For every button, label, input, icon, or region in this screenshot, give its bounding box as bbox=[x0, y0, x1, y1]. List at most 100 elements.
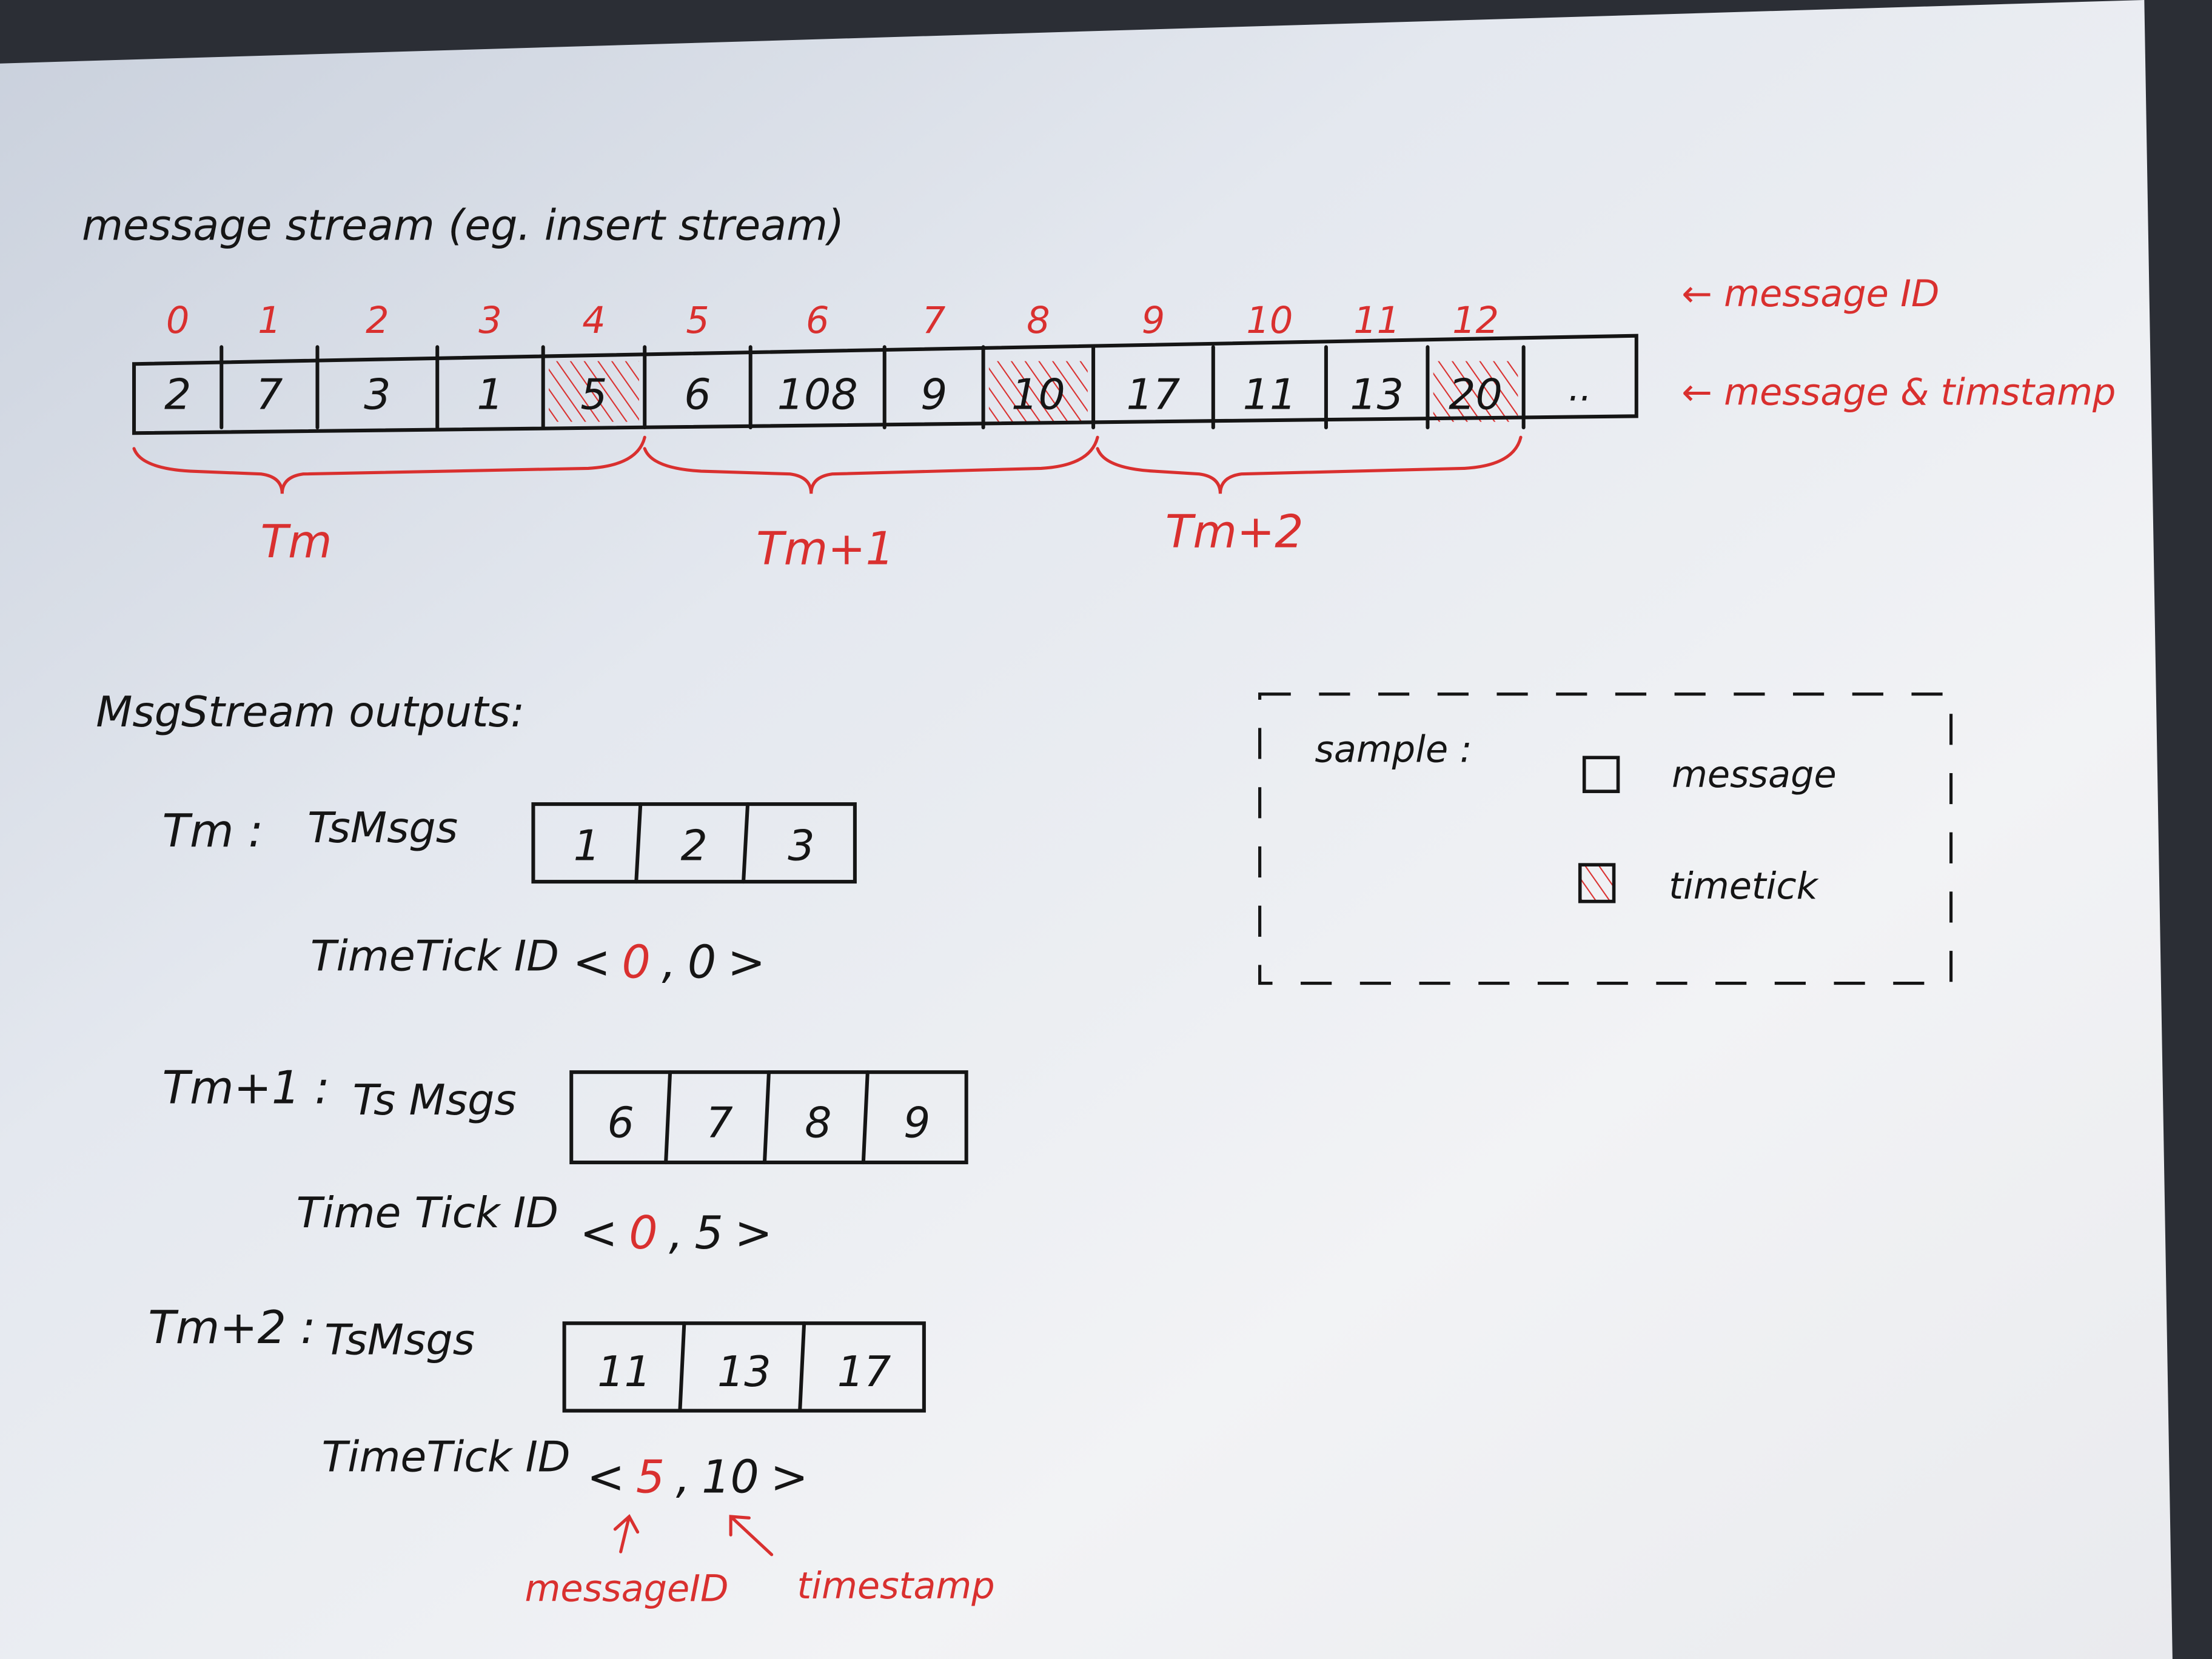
output-period-label: Tm : bbox=[163, 805, 264, 857]
pointer-msgid-label: messageID bbox=[525, 1568, 728, 1610]
timetick-sep: , bbox=[676, 1450, 691, 1503]
message-id: 9 bbox=[1142, 300, 1165, 342]
legend-dashed-border bbox=[1258, 692, 1953, 985]
timetick-id-label: TimeTick ID bbox=[310, 932, 559, 981]
output-period: Tm : TsMsgs 1 2 3 TimeTick ID <0, 0 > bbox=[163, 802, 857, 988]
timetick-msgid: 0 bbox=[629, 1207, 657, 1259]
message-timestamp: 108 bbox=[777, 370, 858, 420]
timetick-open: < bbox=[573, 936, 611, 988]
tsmsg-value: 7 bbox=[706, 1098, 732, 1147]
timetick-hatched-square-icon bbox=[1578, 863, 1616, 903]
message-cell: 97 bbox=[920, 300, 947, 420]
cell-divider bbox=[798, 1321, 806, 1413]
message-id: 8 bbox=[1027, 300, 1050, 342]
timetick-close: > bbox=[734, 1207, 772, 1259]
output-period: Tm+1 : Ts Msgs 6 7 8 9 Time Tick ID <0, 5 > bbox=[163, 1061, 968, 1259]
tsmsgs-label: TsMsgs bbox=[307, 803, 458, 853]
timestamp-pointer-arrow bbox=[729, 1515, 774, 1557]
message-timestamp: 7 bbox=[256, 370, 283, 420]
tsmsgs-box bbox=[562, 1321, 926, 1413]
timetick-hatch bbox=[1433, 361, 1518, 422]
msgid-pointer-arrow bbox=[613, 1513, 640, 1553]
timetick-id-label: TimeTick ID bbox=[321, 1433, 570, 1482]
period-label: Tm bbox=[261, 515, 332, 568]
message-cell: 13 11 bbox=[1350, 300, 1404, 420]
message-id: 1 bbox=[258, 300, 281, 342]
timetick-hatch bbox=[549, 361, 639, 422]
timetick-cell: 54 bbox=[549, 300, 639, 422]
message-cell: 71 bbox=[256, 300, 283, 420]
message-timestamp: 2 bbox=[164, 370, 191, 420]
stream-outline bbox=[132, 333, 1638, 435]
message-id: 4 bbox=[582, 300, 605, 342]
message-cell: 65 bbox=[684, 300, 711, 420]
message-id: 7 bbox=[922, 300, 945, 342]
timetick-cell: 10 8 bbox=[988, 300, 1088, 422]
tsmsg-value: 2 bbox=[680, 821, 707, 870]
timetick-open: < bbox=[587, 1450, 625, 1503]
message-cell: 108 6 bbox=[777, 300, 858, 420]
tsmsg-value: 8 bbox=[805, 1098, 831, 1147]
cell-divider bbox=[664, 1070, 672, 1165]
tsmsg-value: 3 bbox=[788, 821, 814, 870]
message-timestamp: 1 bbox=[477, 370, 503, 420]
timetick-id-label: Time Tick ID bbox=[297, 1188, 558, 1238]
outputs-heading: MsgStream outputs: bbox=[96, 688, 525, 737]
timetick-sep: , bbox=[662, 936, 677, 988]
message-id: 6 bbox=[806, 300, 829, 342]
timetick-msgid: 0 bbox=[622, 936, 651, 988]
output-period-label: Tm+2 : bbox=[148, 1301, 315, 1354]
tsmsg-value: 11 bbox=[597, 1347, 651, 1396]
tsmsg-value: 17 bbox=[837, 1347, 891, 1396]
message-id-annotation: ← message ID bbox=[1681, 273, 1939, 315]
message-stream: 207132135465108697108179111013112012..Tm… bbox=[132, 300, 1638, 575]
tsmsgs-box bbox=[531, 802, 857, 884]
diagram-title: message stream (eg. insert stream) bbox=[82, 201, 844, 250]
timetick-ts: 10 bbox=[702, 1450, 759, 1503]
timetick-ts: 0 bbox=[688, 936, 716, 988]
message-cell: 32 bbox=[364, 300, 390, 420]
message-id: 3 bbox=[478, 300, 501, 342]
timetick-hatch bbox=[988, 361, 1088, 422]
message-cell: 13 bbox=[477, 300, 503, 420]
cell-divider bbox=[861, 1070, 870, 1165]
message-cell: 17 9 bbox=[1127, 300, 1181, 420]
timetick-id-value: <0, 5 > bbox=[580, 1207, 773, 1259]
timetick-close: > bbox=[770, 1450, 808, 1503]
period-brace bbox=[643, 435, 1099, 494]
tsmsg-value: 13 bbox=[717, 1347, 771, 1396]
message-cell: 11 10 bbox=[1242, 300, 1296, 420]
tsmsgs-label: Ts Msgs bbox=[353, 1076, 517, 1125]
timetick-id-value: <0, 0 > bbox=[573, 936, 766, 988]
legend-timetick-label: timetick bbox=[1669, 865, 1818, 908]
cell-divider bbox=[742, 802, 750, 884]
message-timestamp: 17 bbox=[1127, 370, 1181, 420]
message-id: 0 bbox=[166, 300, 189, 342]
message-timestamp: 3 bbox=[364, 370, 390, 420]
message-id: 2 bbox=[366, 300, 389, 342]
message-id: 12 bbox=[1452, 300, 1499, 342]
period-brace bbox=[132, 435, 646, 494]
timetick-ts: 5 bbox=[694, 1207, 723, 1259]
period-label: Tm+2 bbox=[1165, 506, 1304, 558]
timetick-open: < bbox=[580, 1207, 617, 1259]
message-timestamp: 10 bbox=[1011, 370, 1065, 420]
timetick-id-value: <5, 10 > bbox=[587, 1450, 808, 1503]
timetick-sep: , bbox=[669, 1207, 683, 1259]
message-id: 10 bbox=[1246, 300, 1293, 342]
legend: sample : message timetick bbox=[1258, 692, 1953, 985]
cell-divider bbox=[634, 802, 643, 884]
message-timestamp: 5 bbox=[580, 370, 607, 420]
message-id: 5 bbox=[686, 300, 709, 342]
message-timestamp: 9 bbox=[920, 370, 947, 420]
message-id: 11 bbox=[1353, 300, 1400, 342]
message-timestamp: 20 bbox=[1449, 370, 1503, 420]
message-square-icon bbox=[1582, 756, 1620, 793]
tsmsg-value: 1 bbox=[574, 821, 600, 870]
legend-message-label: message bbox=[1672, 754, 1837, 796]
message-timestamp-annotation: ← message & timstamp bbox=[1681, 372, 2116, 414]
pointer-timestamp-label: timestamp bbox=[797, 1565, 994, 1607]
